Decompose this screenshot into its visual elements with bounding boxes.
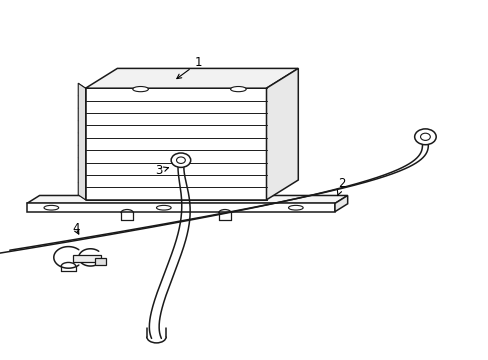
Text: 2: 2: [337, 177, 346, 195]
Text: 1: 1: [177, 57, 202, 78]
Ellipse shape: [288, 205, 303, 210]
Circle shape: [414, 129, 435, 145]
Polygon shape: [266, 68, 298, 200]
Circle shape: [171, 153, 190, 167]
Bar: [95, 258, 106, 265]
Polygon shape: [85, 68, 298, 88]
Polygon shape: [85, 88, 266, 200]
Text: 4: 4: [72, 222, 80, 235]
Ellipse shape: [132, 86, 148, 92]
Polygon shape: [334, 195, 347, 212]
Polygon shape: [78, 83, 85, 200]
Polygon shape: [27, 195, 347, 203]
Ellipse shape: [230, 86, 246, 92]
Ellipse shape: [44, 205, 59, 210]
Ellipse shape: [156, 205, 171, 210]
Text: 3: 3: [155, 165, 168, 177]
Polygon shape: [27, 203, 334, 212]
Polygon shape: [73, 255, 101, 262]
